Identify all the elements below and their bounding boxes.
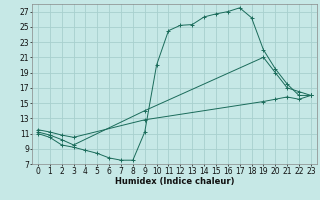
X-axis label: Humidex (Indice chaleur): Humidex (Indice chaleur) xyxy=(115,177,234,186)
